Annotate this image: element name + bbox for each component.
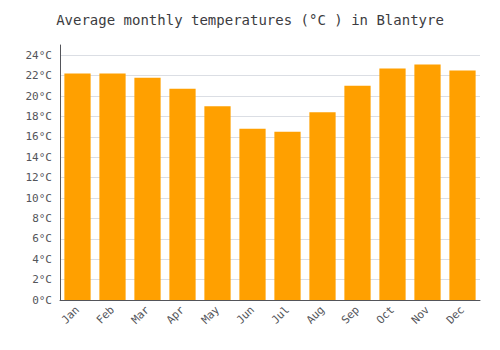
svg-text:Aug: Aug bbox=[304, 303, 327, 326]
svg-text:8°C: 8°C bbox=[32, 212, 52, 225]
svg-text:Apr: Apr bbox=[164, 303, 187, 326]
svg-text:Jan: Jan bbox=[59, 303, 82, 326]
svg-text:May: May bbox=[199, 303, 222, 326]
svg-text:22°C: 22°C bbox=[26, 69, 53, 82]
svg-text:Jun: Jun bbox=[234, 303, 257, 326]
svg-text:Jul: Jul bbox=[269, 303, 292, 326]
svg-text:Oct: Oct bbox=[374, 303, 397, 326]
svg-text:Feb: Feb bbox=[94, 303, 117, 326]
svg-text:12°C: 12°C bbox=[26, 171, 53, 184]
svg-text:4°C: 4°C bbox=[32, 253, 52, 266]
svg-text:24°C: 24°C bbox=[26, 49, 53, 62]
svg-text:14°C: 14°C bbox=[26, 151, 53, 164]
svg-text:Average monthly temperatures (: Average monthly temperatures (°C ) in Bl… bbox=[56, 12, 444, 28]
svg-text:Sep: Sep bbox=[339, 303, 362, 326]
svg-text:Dec: Dec bbox=[444, 303, 467, 326]
svg-text:0°C: 0°C bbox=[32, 294, 52, 307]
svg-text:10°C: 10°C bbox=[26, 192, 53, 205]
svg-text:18°C: 18°C bbox=[26, 110, 53, 123]
svg-text:16°C: 16°C bbox=[26, 130, 53, 143]
svg-text:Mar: Mar bbox=[129, 303, 152, 326]
svg-text:Nov: Nov bbox=[409, 303, 432, 326]
svg-text:2°C: 2°C bbox=[32, 273, 52, 286]
svg-text:20°C: 20°C bbox=[26, 90, 53, 103]
svg-text:6°C: 6°C bbox=[32, 232, 52, 245]
